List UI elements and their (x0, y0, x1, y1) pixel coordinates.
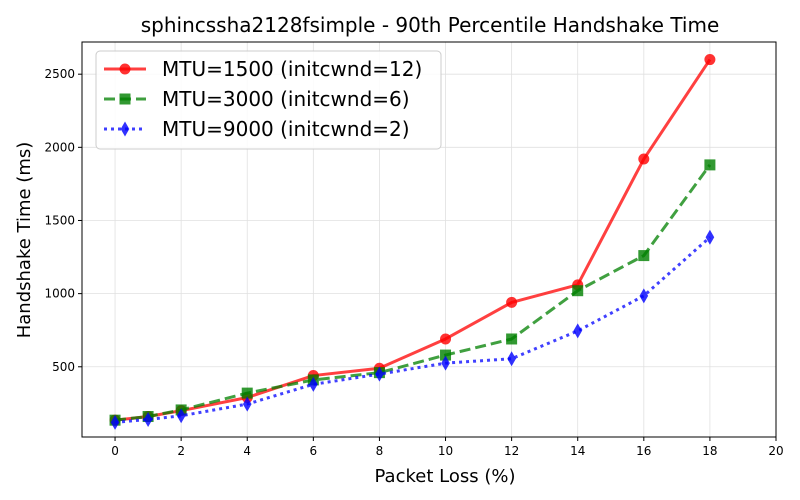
data-point-square (704, 159, 716, 171)
series-line (114, 236, 711, 424)
legend: MTU=1500 (initcwnd=12) MTU=3000 (initcwnd… (95, 50, 442, 150)
data-point-diamond (242, 396, 252, 412)
data-point-diamond (705, 229, 715, 245)
y-tick-label: 2000 (44, 140, 75, 154)
data-point-square (506, 333, 518, 345)
x-tick-label: 12 (504, 444, 519, 458)
legend-label: MTU=9000 (initcwnd=2) (162, 117, 410, 141)
data-point-diamond (143, 411, 153, 427)
legend-item: MTU=3000 (initcwnd=6) (104, 87, 410, 111)
x-tick-label: 18 (702, 444, 717, 458)
data-point-diamond (639, 288, 649, 304)
x-tick-label: 0 (111, 444, 119, 458)
data-point-diamond (110, 414, 120, 430)
chart-title: sphincssha2128fsimple - 90th Percentile … (141, 13, 720, 37)
x-tick-label: 2 (177, 444, 185, 458)
data-point-diamond (375, 366, 384, 382)
data-point-diamond (573, 323, 583, 339)
x-tick-label: 16 (636, 444, 651, 458)
x-tick-label: 8 (376, 444, 384, 458)
data-point-circle (119, 63, 131, 75)
series-line (114, 164, 712, 422)
x-tick-label: 6 (310, 444, 318, 458)
y-tick-label: 1500 (44, 213, 75, 227)
x-axis-label: Packet Loss (%) (375, 466, 516, 487)
y-tick-label: 1000 (44, 287, 75, 301)
legend-label: MTU=1500 (initcwnd=12) (162, 57, 422, 81)
data-point-square (638, 250, 650, 262)
data-point-diamond (120, 121, 130, 137)
series-3 (110, 229, 715, 430)
x-tick-label: 4 (243, 444, 251, 458)
data-point-circle (704, 54, 716, 66)
data-point-circle (506, 296, 518, 308)
legend-label: MTU=3000 (initcwnd=6) (162, 87, 410, 111)
series-layer (109, 54, 716, 430)
legend-item: MTU=9000 (initcwnd=2) (104, 117, 410, 141)
plot-frame (81, 41, 777, 438)
y-axis-label: Handshake Time (ms) (14, 142, 35, 339)
y-tick-label: 500 (52, 360, 75, 374)
legend-item: MTU=1500 (initcwnd=12) (104, 57, 422, 81)
ticks: 0 2 4 6 8 10 12 14 16 18 20 500 1000 1500 2000 2500 (44, 67, 783, 458)
data-point-diamond (309, 376, 318, 392)
legend-box (95, 50, 442, 150)
x-tick-label: 14 (570, 444, 585, 458)
data-point-circle (638, 153, 650, 165)
x-tick-label: 20 (768, 444, 783, 458)
data-point-diamond (441, 355, 450, 371)
data-point-diamond (176, 408, 186, 424)
x-tick-label: 10 (438, 444, 453, 458)
y-tick-label: 2500 (44, 67, 75, 81)
data-point-circle (440, 333, 452, 345)
data-point-diamond (507, 351, 516, 367)
data-point-square (572, 285, 584, 297)
data-point-square (119, 93, 131, 105)
